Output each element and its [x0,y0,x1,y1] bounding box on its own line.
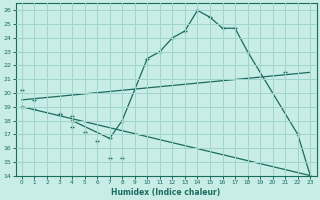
X-axis label: Humidex (Indice chaleur): Humidex (Indice chaleur) [111,188,221,197]
